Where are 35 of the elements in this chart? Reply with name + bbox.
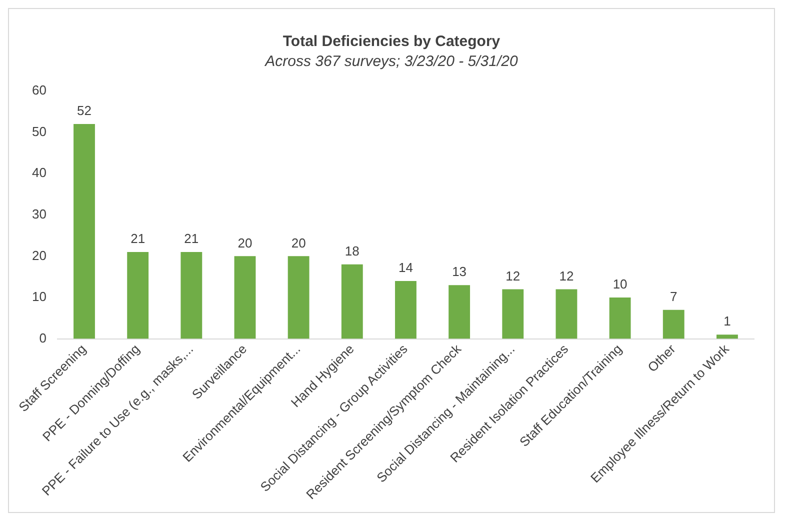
bar — [395, 280, 416, 339]
bar — [556, 289, 578, 339]
bar — [180, 252, 202, 339]
data-label: 10 — [612, 276, 628, 292]
y-tick-label: 40 — [32, 165, 46, 180]
data-label: 52 — [77, 103, 92, 118]
bar — [502, 289, 524, 339]
chart-subtitle: Across 367 surveys; 3/23/20 - 5/31/20 — [264, 53, 518, 70]
data-label: 21 — [184, 231, 199, 246]
data-label: 1 — [724, 314, 731, 329]
data-label: 14 — [398, 260, 413, 276]
data-label: 21 — [130, 231, 146, 246]
bar — [234, 256, 256, 339]
bar — [609, 297, 631, 339]
y-tick-label: 60 — [32, 82, 46, 98]
data-label: 12 — [559, 268, 574, 284]
bar — [341, 264, 363, 339]
bar — [448, 285, 470, 339]
data-label: 7 — [670, 288, 678, 304]
data-label: 20 — [291, 235, 306, 250]
bar — [288, 256, 310, 339]
data-label: 18 — [344, 244, 360, 259]
y-tick-label: 20 — [32, 248, 46, 263]
bar — [127, 252, 149, 339]
data-label: 12 — [506, 268, 520, 284]
bar — [662, 310, 684, 339]
bar — [716, 334, 738, 339]
y-tick-label: 50 — [32, 124, 46, 139]
data-label: 20 — [238, 235, 252, 250]
y-tick-label: 30 — [32, 206, 46, 222]
bar — [74, 124, 95, 339]
y-tick-label: 0 — [39, 330, 46, 346]
y-tick-label: 10 — [32, 289, 46, 304]
data-label: 13 — [452, 264, 467, 280]
chart-title: Total Deficiencies by Category — [282, 33, 501, 50]
